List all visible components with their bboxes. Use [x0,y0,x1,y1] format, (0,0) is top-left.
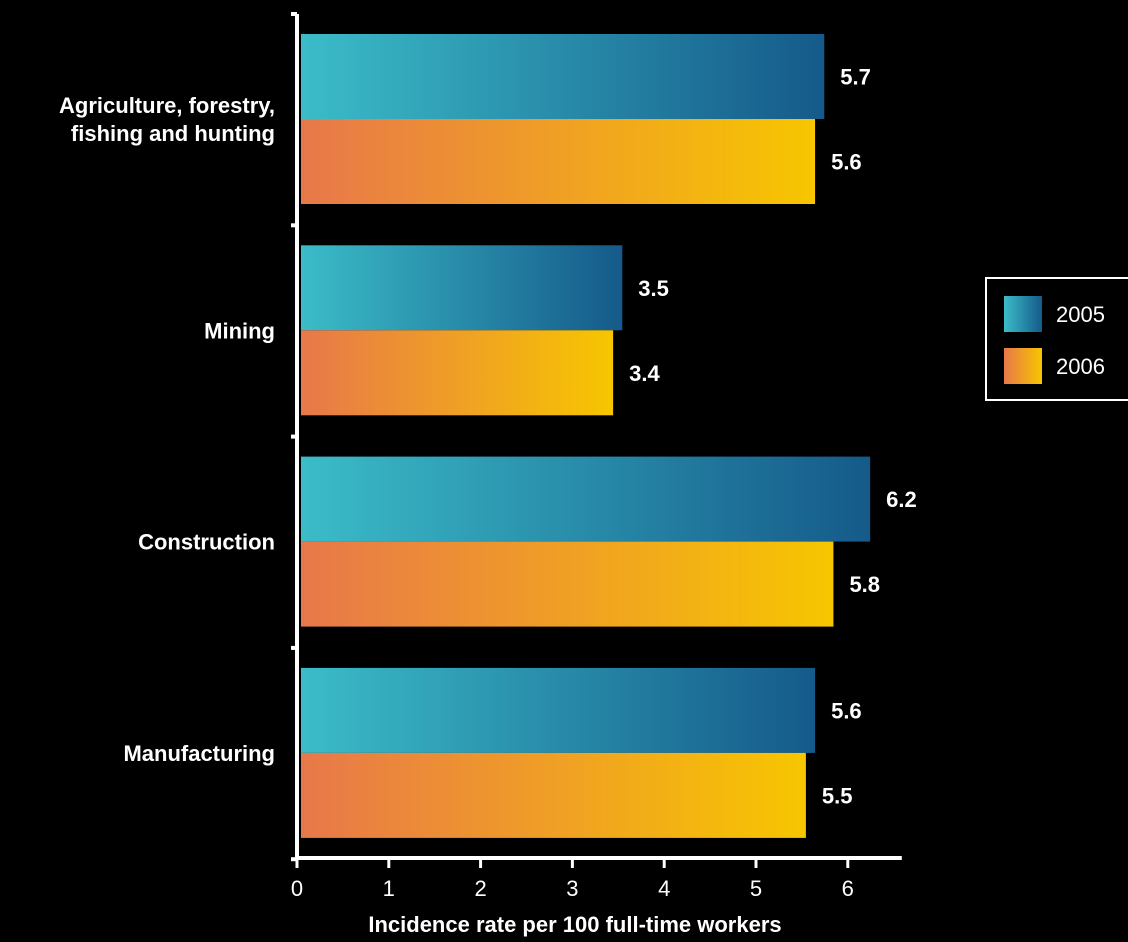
axes-layer: 0 1 2 3 4 5 6 [291,12,902,901]
x-tick-label-0: 0 [291,876,303,901]
value-label-2006-1: 3.4 [629,361,660,386]
category-label-0-line-1: fishing and hunting [71,121,275,146]
category-label-3: Manufacturing [123,741,275,766]
x-axis-title: Incidence rate per 100 full-time workers [368,912,781,937]
legend: 2005 2006 [985,277,1128,401]
x-tick-label-4: 4 [658,876,670,901]
value-label-2005-3: 5.6 [831,698,862,723]
category-label-0-line-0: Agriculture, forestry, [59,93,275,118]
value-label-2006-3: 5.5 [822,783,853,808]
bar-2005-2 [301,456,871,542]
x-tick-label-1: 1 [383,876,395,901]
bar-2006-3 [301,752,806,838]
legend-swatch-2006 [1004,348,1042,384]
legend-swatch-2005 [1004,296,1042,332]
bar-2006-2 [301,541,834,627]
category-label-1: Mining [204,318,275,343]
labels-layer: 5.7 5.6 Agriculture, forestry, fishing and … [59,65,917,809]
value-label-2006-2: 5.8 [849,572,880,597]
x-tick-label-5: 5 [750,876,762,901]
value-label-2005-1: 3.5 [638,276,669,301]
bar-2005-3 [301,667,816,753]
legend-label-2006: 2006 [1056,354,1105,379]
value-label-2005-0: 5.7 [840,65,871,90]
x-tick-label-6: 6 [842,876,854,901]
legend-label-2005: 2005 [1056,302,1105,327]
value-label-2006-0: 5.6 [831,150,862,175]
bar-2006-1 [301,330,614,416]
bar-2005-0 [301,34,825,119]
bar-2005-1 [301,245,623,331]
x-tick-label-2: 2 [474,876,486,901]
bar-2006-0 [301,119,816,204]
bars-layer [301,34,871,838]
category-label-2: Construction [138,530,275,555]
x-tick-label-3: 3 [566,876,578,901]
value-label-2005-2: 6.2 [886,487,917,512]
